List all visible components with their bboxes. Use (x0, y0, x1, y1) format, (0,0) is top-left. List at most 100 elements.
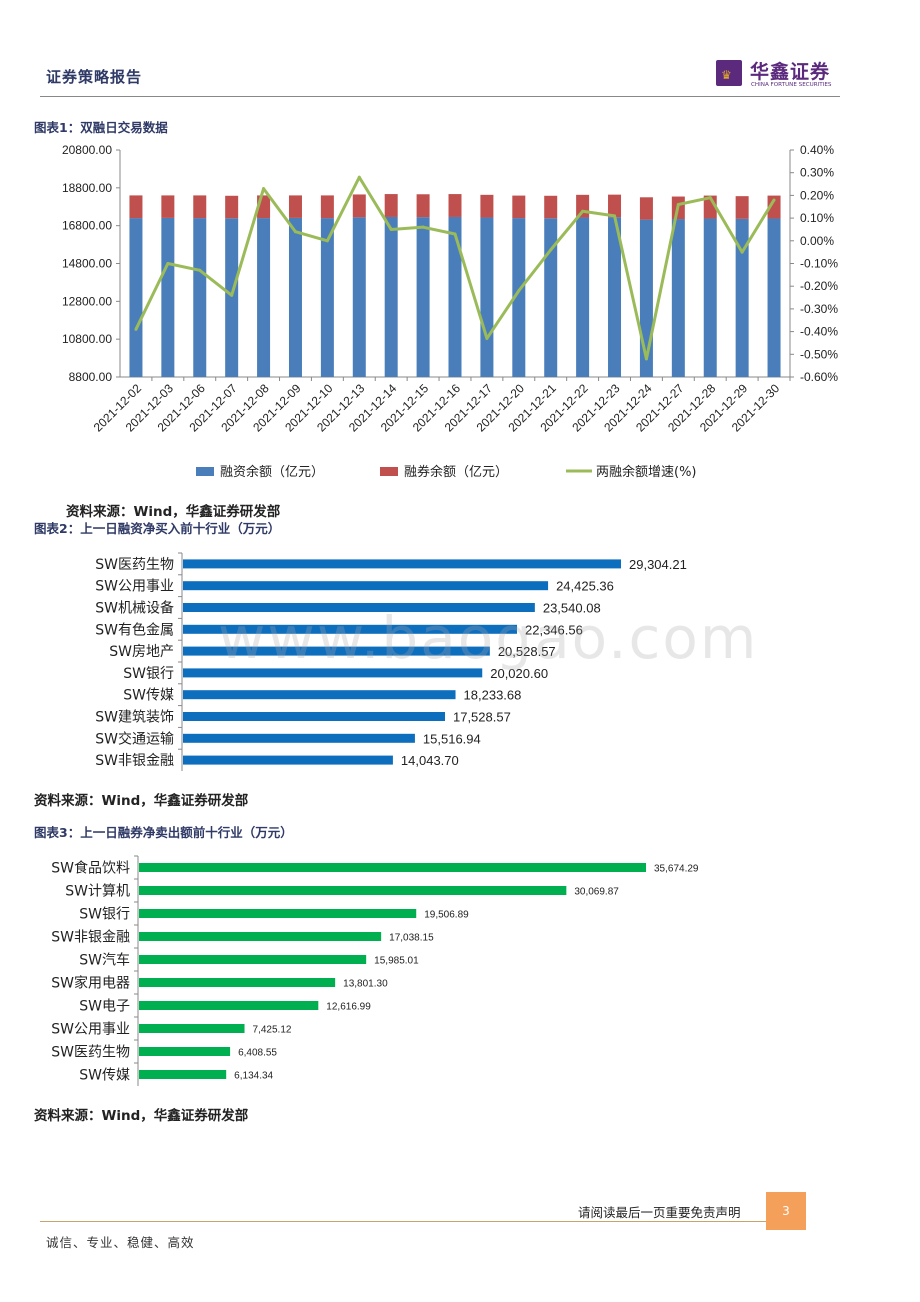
growth-rate-point (517, 289, 521, 293)
hbar (183, 690, 456, 700)
y-right-tick-label: 0.20% (800, 188, 834, 202)
growth-rate-point (389, 227, 393, 231)
category-label: SW银行 (79, 907, 130, 923)
logo-english-text: CHINA FORTUNE SECURITIES (751, 82, 832, 88)
value-label: 20,528.57 (498, 644, 556, 659)
value-label: 6,134.34 (234, 1071, 273, 1082)
y-left-tick-label: 20800.00 (62, 143, 112, 157)
chart2-hbar-chart: SW医药生物 29,304.21 SW公用事业 24,425.36 SW机械设备 23,5… (95, 552, 687, 771)
securities-lending-balance-bar (544, 195, 558, 219)
chart3-caption: 图表3：上一日融券净卖出额前十行业（万元） (34, 825, 293, 840)
watermark: www.baogao.com (218, 604, 759, 672)
y-right-tick-label: -0.60% (800, 370, 838, 384)
category-label: SW机械设备 (95, 600, 174, 617)
financing-balance-bar (416, 217, 430, 377)
chart3-source: 资料来源：Wind，华鑫证券研发部 (34, 1108, 249, 1124)
hbar (183, 668, 483, 678)
hbar (139, 909, 417, 918)
category-label: SW计算机 (65, 884, 130, 900)
growth-rate-point (230, 293, 234, 297)
growth-rate-point (581, 209, 585, 213)
y-left-tick-label: 12800.00 (62, 294, 112, 308)
growth-rate-point (293, 230, 297, 234)
chart1-source: 资料来源：Wind，华鑫证券研发部 (66, 504, 281, 520)
legend-swatch-lending (380, 467, 398, 476)
page-number-box: 3 (766, 1192, 806, 1230)
category-label: SW公用事业 (51, 1022, 130, 1038)
securities-lending-balance-bar (225, 195, 239, 219)
chart2-caption: 图表2：上一日融资净买入前十行业（万元） (34, 521, 281, 536)
category-label: SW电子 (79, 999, 130, 1015)
securities-lending-balance-bar (416, 194, 430, 218)
financing-balance-bar (129, 218, 143, 377)
financing-balance-bar (480, 217, 494, 377)
company-logo: ♛ 华鑫证券 CHINA FORTUNE SECURITIES (716, 58, 840, 92)
footer-motto: 诚信、专业、稳健、高效 (46, 1235, 195, 1250)
financing-balance-bar (320, 218, 334, 377)
hbar (183, 646, 490, 656)
financing-balance-bar (193, 218, 207, 377)
growth-rate-point (708, 196, 712, 200)
y-left-tick-label: 18800.00 (62, 181, 112, 195)
y-right-tick-label: 0.00% (800, 234, 834, 248)
hbar (183, 755, 393, 765)
value-label: 29,304.21 (629, 557, 687, 572)
category-label: SW非银金融 (51, 930, 130, 946)
hbar (183, 581, 549, 591)
value-label: 6,408.55 (238, 1048, 277, 1059)
category-label: SW传媒 (79, 1068, 130, 1084)
securities-lending-balance-bar (384, 194, 398, 217)
value-label: 13,801.30 (343, 979, 388, 990)
value-label: 15,985.01 (374, 956, 419, 967)
financing-balance-bar (225, 218, 239, 377)
legend-label-financing: 融资余额（亿元） (220, 464, 324, 480)
financing-balance-bar (288, 217, 302, 377)
hbar (139, 1047, 231, 1056)
growth-rate-point (262, 187, 266, 191)
hbar (183, 603, 535, 612)
securities-lending-balance-bar (480, 194, 494, 218)
financing-balance-bar (384, 216, 398, 377)
financing-balance-bar (703, 218, 717, 377)
category-label: SW建筑装饰 (95, 710, 174, 726)
chart3-hbar-chart: SW食品饮料 35,674.29 SW计算机 30,069.87 SW银行 19,506.… (51, 855, 699, 1086)
value-label: 19,506.89 (424, 910, 469, 921)
value-label: 24,425.36 (556, 579, 614, 594)
category-label: SW有色金属 (95, 621, 174, 638)
y-left-tick-label: 16800.00 (62, 219, 112, 233)
value-label: 17,528.57 (453, 710, 511, 725)
legend-label-growth: 两融余额增速(%) (596, 464, 697, 480)
y-left-tick-label: 14800.00 (62, 257, 112, 271)
disclaimer-note: 请阅读最后一页重要免责声明 (578, 1205, 741, 1220)
growth-rate-point (325, 239, 329, 243)
category-label: SW非银金融 (95, 753, 174, 769)
securities-lending-balance-bar (193, 195, 207, 219)
hbar (139, 1024, 245, 1033)
y-right-tick-label: 0.40% (800, 143, 834, 157)
hbar (139, 955, 367, 964)
category-label: SW房地产 (109, 644, 174, 660)
y-right-tick-label: -0.40% (800, 325, 838, 339)
growth-rate-point (549, 248, 553, 252)
financing-balance-bar (257, 218, 271, 377)
financing-balance-bar (161, 217, 175, 377)
hbar (139, 863, 646, 872)
legend-swatch-financing (196, 467, 214, 476)
growth-rate-point (485, 336, 489, 340)
securities-lending-balance-bar (512, 195, 526, 219)
securities-lending-balance-bar (735, 196, 749, 219)
securities-lending-balance-bar (352, 194, 366, 218)
value-label: 14,043.70 (401, 753, 459, 768)
value-label: 17,038.15 (389, 933, 434, 944)
growth-rate-point (613, 214, 617, 218)
y-left-tick-label: 10800.00 (62, 332, 112, 346)
value-label: 22,346.56 (525, 622, 583, 637)
category-label: SW医药生物 (51, 1045, 130, 1061)
value-label: 12,616.99 (326, 1002, 371, 1013)
financing-balance-bar (512, 218, 526, 377)
financing-balance-bar (576, 217, 590, 377)
hbar (183, 733, 415, 743)
value-label: 23,540.08 (543, 601, 601, 616)
header-divider (40, 96, 840, 97)
category-label: SW公用事业 (95, 579, 174, 595)
